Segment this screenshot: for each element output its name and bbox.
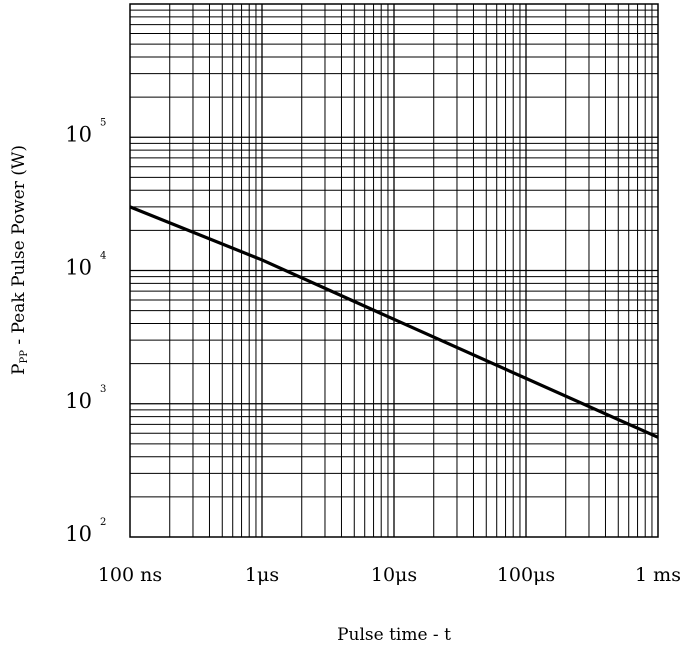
y-tick-label: 10 3 xyxy=(65,384,106,413)
y-tick-exponent: 3 xyxy=(100,384,106,395)
x-tick-label: 100μs xyxy=(497,564,555,586)
y-tick-base: 10 xyxy=(65,389,92,413)
plot-border xyxy=(129,3,659,538)
x-tick-label: 1μs xyxy=(245,564,279,586)
y-tick-exponent: 4 xyxy=(100,251,106,262)
y-tick-base: 10 xyxy=(65,122,92,146)
series-layer xyxy=(129,205,659,439)
y-axis-title-main: P xyxy=(9,364,29,375)
y-tick-label: 10 4 xyxy=(65,251,106,280)
grid xyxy=(130,4,658,537)
power-curve-line xyxy=(129,205,659,439)
y-tick-labels: 10 2 10 3 10 4 10 5 xyxy=(65,117,106,546)
y-axis-title-rest: - Peak Pulse Power (W) xyxy=(9,145,29,350)
y-tick-exponent: 5 xyxy=(100,117,106,128)
y-axis-title: PPP - Peak Pulse Power (W) xyxy=(9,145,30,375)
y-axis-title-subscript: PP xyxy=(19,350,30,364)
y-tick-label: 10 5 xyxy=(65,117,106,146)
x-axis-title: Pulse time - t xyxy=(337,625,451,645)
y-tick-base: 10 xyxy=(65,522,92,546)
y-tick-base: 10 xyxy=(65,256,92,280)
x-tick-label: 10μs xyxy=(371,564,417,586)
x-tick-labels: 100 ns 1μs 10μs 100μs 1 ms xyxy=(98,564,681,586)
x-tick-label: 100 ns xyxy=(98,564,162,586)
x-tick-label: 1 ms xyxy=(635,564,681,586)
y-tick-label: 10 2 xyxy=(65,517,106,546)
y-tick-exponent: 2 xyxy=(100,517,106,528)
